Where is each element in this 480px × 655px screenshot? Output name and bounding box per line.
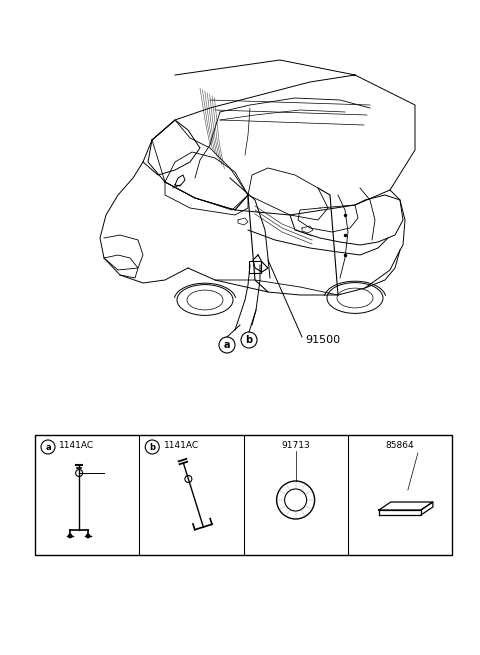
Circle shape bbox=[68, 534, 72, 538]
Bar bbox=[249, 261, 261, 273]
Text: b: b bbox=[149, 443, 155, 451]
Text: b: b bbox=[245, 335, 252, 345]
Text: 1141AC: 1141AC bbox=[164, 441, 199, 449]
Circle shape bbox=[86, 534, 90, 538]
Text: a: a bbox=[224, 340, 230, 350]
Text: 91713: 91713 bbox=[281, 441, 310, 449]
Text: 91500: 91500 bbox=[305, 335, 340, 345]
Text: 1141AC: 1141AC bbox=[59, 441, 94, 449]
Bar bbox=[35, 435, 452, 555]
Text: a: a bbox=[45, 443, 51, 451]
Text: 85864: 85864 bbox=[385, 441, 414, 449]
